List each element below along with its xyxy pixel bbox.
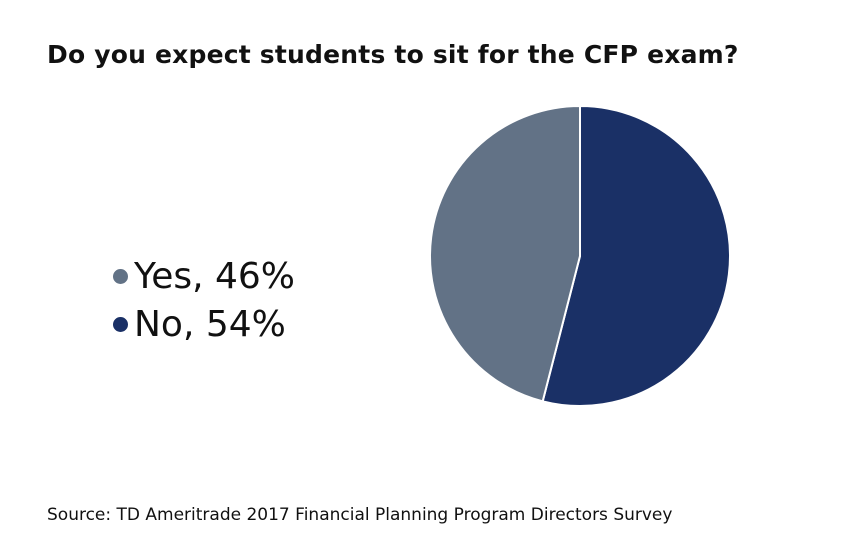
source-note: Source: TD Ameritrade 2017 Financial Pla…	[47, 505, 673, 525]
legend-swatch-yes	[113, 268, 128, 284]
legend-item-no: No, 54%	[113, 300, 295, 348]
legend-label-no: No, 54%	[134, 303, 286, 345]
legend: Yes, 46% No, 54%	[113, 252, 295, 348]
chart-title: Do you expect students to sit for the CF…	[47, 40, 739, 69]
legend-label-yes: Yes, 46%	[134, 255, 296, 297]
pie-slice-no	[541, 104, 731, 407]
legend-swatch-no	[113, 316, 128, 332]
legend-item-yes: Yes, 46%	[113, 252, 295, 300]
pie-slice-yes	[429, 104, 581, 403]
